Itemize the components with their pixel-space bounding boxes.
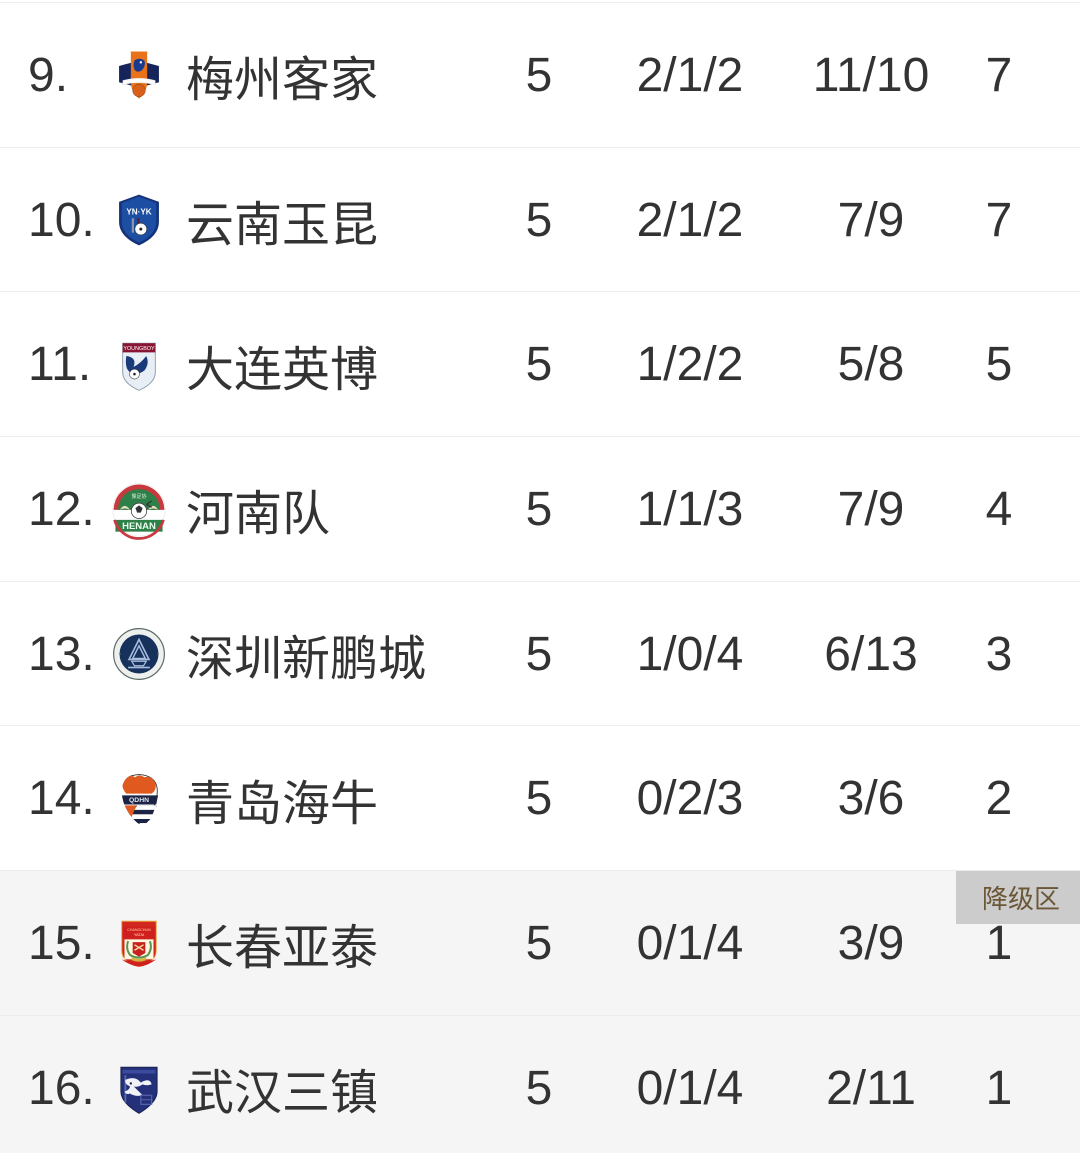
svg-text:HENAN: HENAN — [122, 521, 156, 532]
svg-text:豫足协: 豫足协 — [132, 494, 147, 501]
svg-text:YN·YK: YN·YK — [126, 208, 151, 217]
svg-text:YATAI: YATAI — [134, 933, 144, 938]
svg-text:YOUNGBOY: YOUNGBOY — [123, 346, 155, 352]
svg-text:QDHN: QDHN — [129, 797, 149, 804]
